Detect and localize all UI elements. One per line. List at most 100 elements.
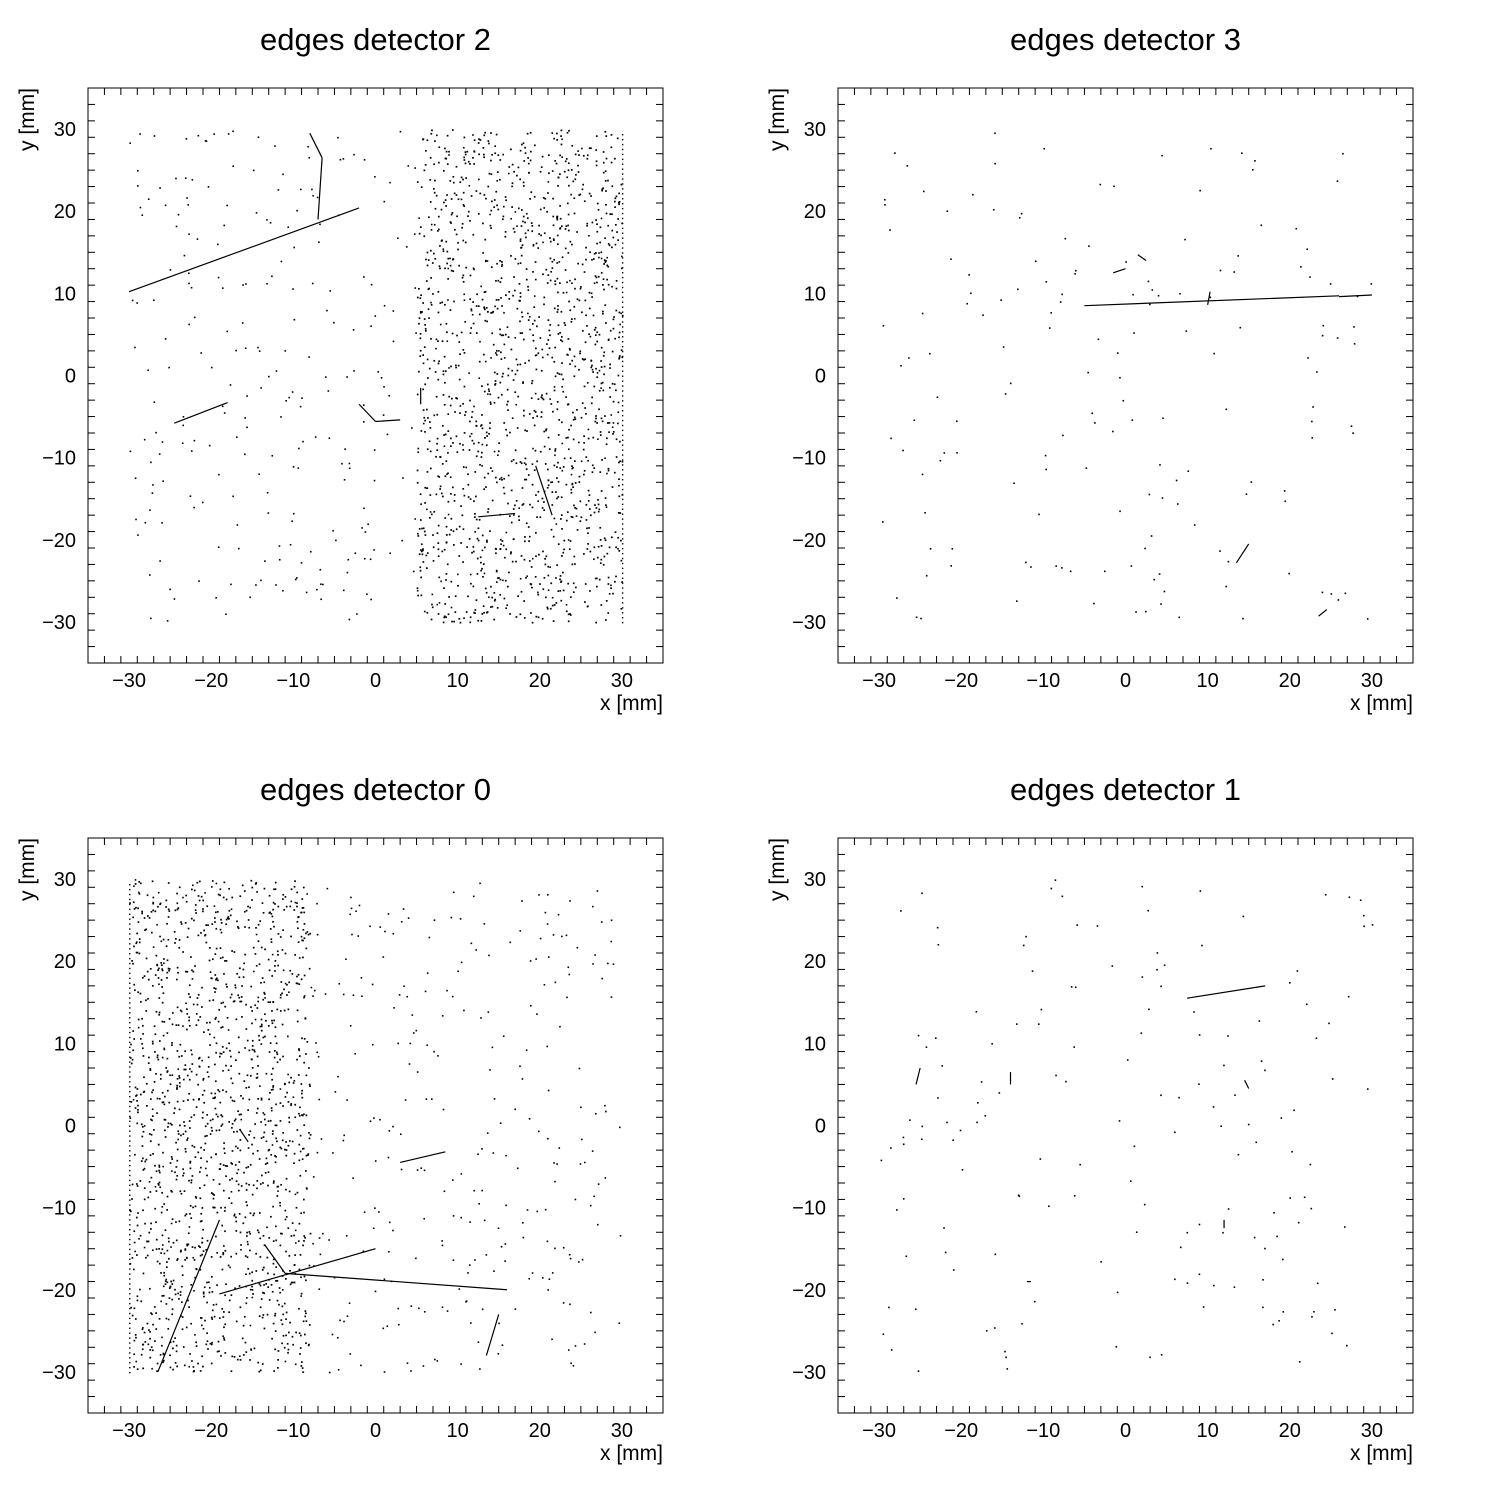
hit-point bbox=[568, 184, 570, 187]
hit-point bbox=[162, 1359, 165, 1362]
hit-point bbox=[616, 231, 618, 233]
hit-point bbox=[517, 166, 520, 169]
hit-point bbox=[440, 208, 443, 211]
hit-point bbox=[282, 969, 285, 972]
hit-point bbox=[290, 1281, 293, 1284]
hit-point bbox=[422, 302, 424, 304]
y-tick-label: −30 bbox=[792, 1362, 826, 1384]
hit-point bbox=[586, 224, 588, 227]
hit-point bbox=[514, 504, 516, 507]
hit-point bbox=[152, 946, 155, 948]
hit-point bbox=[223, 224, 226, 227]
hit-point bbox=[163, 1103, 166, 1106]
hit-point bbox=[607, 243, 610, 245]
hit-point bbox=[565, 396, 567, 398]
hit-point bbox=[251, 1271, 253, 1274]
hit-point bbox=[595, 160, 598, 163]
hit-point bbox=[497, 1227, 500, 1230]
hit-point bbox=[513, 289, 516, 292]
hit-point bbox=[579, 520, 582, 523]
hit-point bbox=[463, 494, 466, 497]
hit-point bbox=[546, 893, 549, 896]
hit-point bbox=[477, 450, 480, 453]
hit-point bbox=[581, 188, 584, 191]
hit-point bbox=[171, 1042, 173, 1044]
hit-point bbox=[972, 193, 974, 196]
hit-point bbox=[269, 1001, 272, 1004]
hit-point bbox=[302, 886, 305, 889]
hit-point bbox=[1156, 952, 1159, 954]
hit-point bbox=[145, 1082, 148, 1085]
hit-point bbox=[242, 976, 245, 978]
hit-point bbox=[287, 1348, 290, 1351]
hit-point bbox=[562, 571, 564, 574]
hit-point bbox=[303, 974, 306, 977]
hit-point bbox=[343, 478, 346, 481]
hit-point bbox=[222, 1252, 225, 1254]
hit-point bbox=[131, 1257, 134, 1259]
hit-point bbox=[444, 433, 447, 436]
hit-point bbox=[501, 540, 504, 542]
hit-point bbox=[399, 130, 402, 133]
hit-point bbox=[295, 982, 298, 985]
hit-point bbox=[556, 564, 559, 567]
hit-point bbox=[246, 426, 248, 429]
hit-point bbox=[129, 1026, 131, 1029]
hit-point bbox=[604, 170, 607, 172]
hit-point bbox=[546, 1045, 549, 1048]
hit-point bbox=[143, 1246, 146, 1249]
hit-point bbox=[222, 1311, 225, 1313]
hit-point bbox=[481, 427, 484, 430]
hit-point bbox=[554, 1180, 556, 1183]
hit-point bbox=[612, 400, 615, 403]
hit-point bbox=[536, 1210, 539, 1213]
hit-point bbox=[621, 276, 624, 279]
hit-point bbox=[248, 1086, 250, 1089]
hit-point bbox=[607, 224, 610, 227]
hit-point bbox=[554, 346, 557, 349]
hit-point bbox=[158, 967, 160, 970]
hit-point bbox=[490, 209, 493, 212]
hit-point bbox=[298, 1143, 301, 1146]
hit-point bbox=[543, 296, 546, 299]
hit-point bbox=[419, 569, 422, 572]
hit-point bbox=[525, 576, 527, 579]
hit-point bbox=[129, 1352, 131, 1354]
hit-point bbox=[599, 226, 602, 229]
hit-point bbox=[129, 1229, 131, 1231]
hit-point bbox=[392, 340, 395, 343]
hit-point bbox=[566, 131, 569, 134]
hit-point bbox=[621, 193, 624, 195]
hit-point bbox=[574, 482, 577, 484]
hit-point bbox=[1061, 293, 1063, 296]
hit-point bbox=[129, 1243, 131, 1246]
hit-point bbox=[959, 1129, 962, 1132]
hit-point bbox=[224, 960, 226, 962]
hit-point bbox=[488, 142, 490, 145]
hit-point bbox=[539, 170, 542, 173]
hit-point bbox=[524, 536, 526, 538]
hit-point bbox=[161, 1020, 164, 1023]
hit-point bbox=[982, 314, 984, 316]
hit-point bbox=[469, 420, 471, 423]
hit-point bbox=[516, 1167, 519, 1170]
hit-point bbox=[424, 330, 427, 332]
hit-point bbox=[618, 192, 620, 195]
hit-point bbox=[452, 181, 455, 184]
hit-point bbox=[1222, 1231, 1224, 1234]
hit-point bbox=[621, 587, 624, 589]
hit-point bbox=[587, 437, 590, 440]
hit-point bbox=[1017, 1194, 1020, 1197]
hit-point bbox=[621, 581, 623, 583]
hit-point bbox=[572, 582, 575, 585]
hit-point bbox=[452, 1215, 455, 1217]
hit-point bbox=[196, 997, 199, 999]
hit-point bbox=[450, 492, 452, 495]
hit-point bbox=[521, 244, 524, 246]
hit-point bbox=[438, 602, 441, 604]
hit-point bbox=[249, 1163, 252, 1166]
hit-point bbox=[557, 590, 560, 593]
hit-point bbox=[593, 329, 596, 331]
hit-point bbox=[1055, 1074, 1057, 1077]
hit-point bbox=[193, 889, 196, 892]
